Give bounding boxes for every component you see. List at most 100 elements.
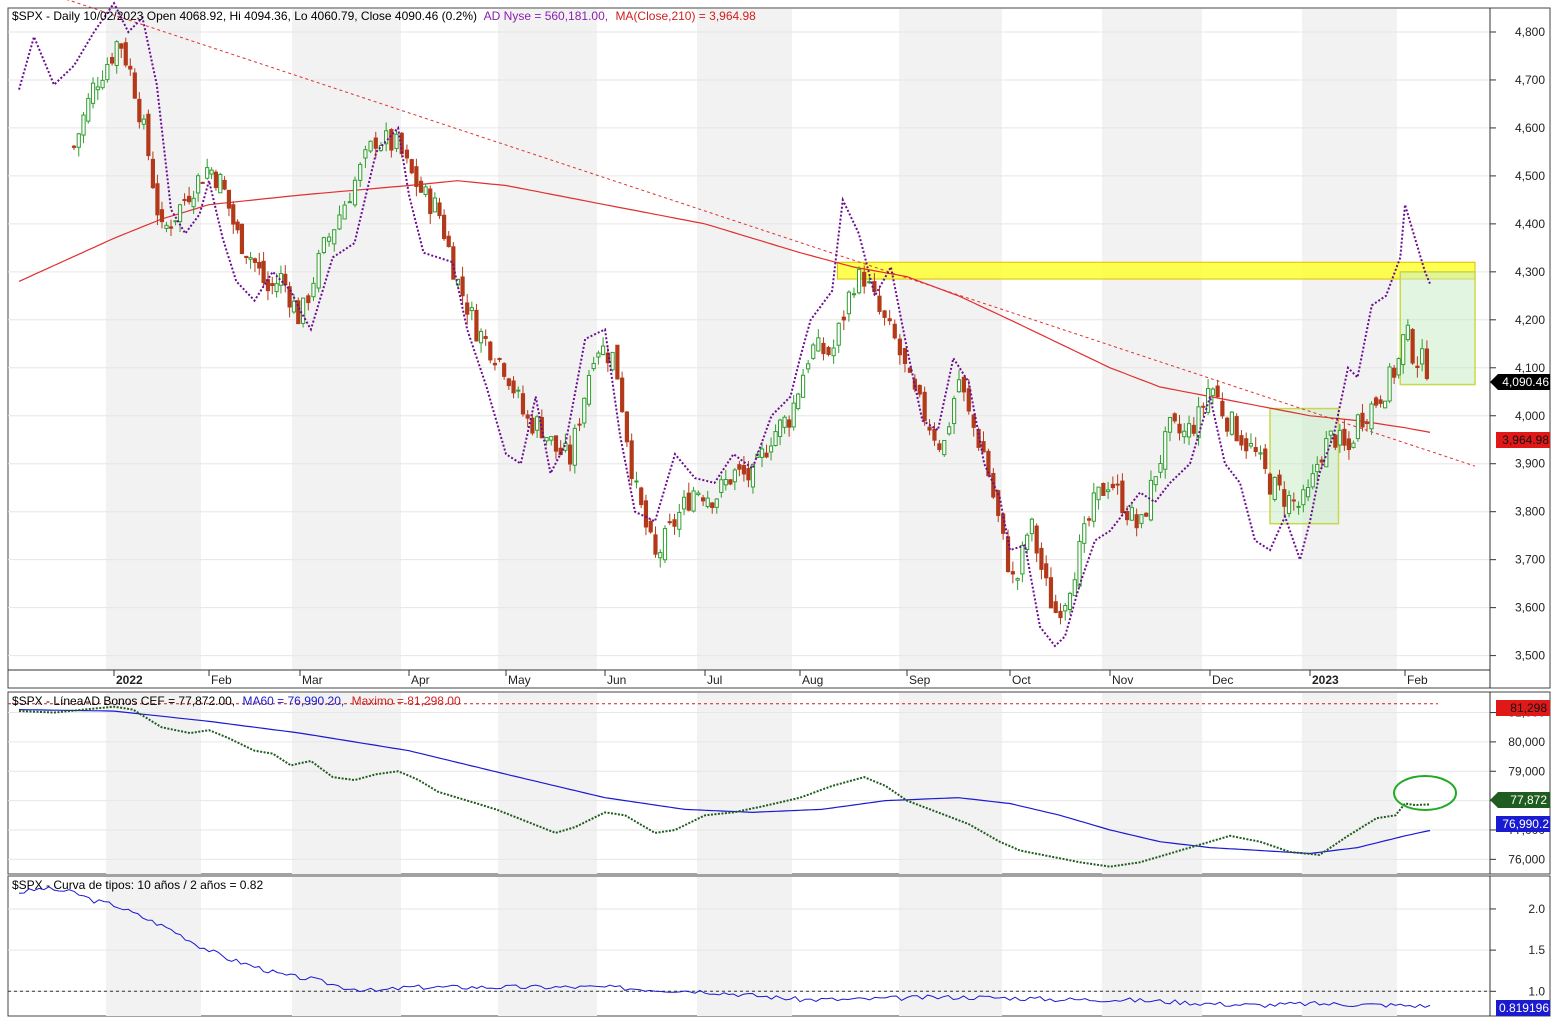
p2-lines-group	[8, 703, 1438, 868]
candle-body	[321, 237, 326, 254]
candle-body	[311, 282, 316, 298]
price-axis-ticks: 3,500 3,600 3,700 3,800 3,900 4,000 4,100 4,200…	[1490, 25, 1545, 663]
candle-body	[1158, 463, 1163, 473]
candle-body	[719, 479, 724, 493]
candle-body	[1346, 438, 1352, 451]
candle-body	[352, 179, 358, 206]
candle-body	[159, 209, 165, 223]
candle-body	[460, 276, 465, 297]
candle-body	[821, 342, 826, 355]
candle-body	[937, 443, 942, 450]
month-band	[106, 693, 201, 874]
candle-body	[414, 166, 419, 188]
candle-body	[1182, 430, 1187, 438]
candle-body	[759, 448, 765, 458]
p2-value-badge: 77,872	[1490, 792, 1550, 808]
candle-body	[132, 72, 137, 99]
candle-body	[186, 195, 192, 203]
candle-body	[787, 419, 792, 428]
candle-body	[549, 436, 554, 441]
candle-body	[109, 57, 115, 64]
candle-body	[1263, 448, 1268, 470]
candle-body	[1105, 489, 1111, 493]
candle-body	[1125, 510, 1130, 521]
p2-title-text: $SPX - LíneaAD Bonos CEF = 77,872.00,	[12, 694, 235, 708]
month-band	[498, 877, 597, 1016]
candle-body	[942, 439, 947, 456]
candle-body	[586, 374, 592, 405]
candle-body	[442, 214, 447, 240]
candle-body	[1048, 577, 1054, 609]
candle-body	[1229, 411, 1235, 435]
candle-body	[1067, 592, 1073, 611]
candle-body	[741, 465, 747, 475]
p2-month-bands	[106, 693, 1397, 874]
candle-body	[399, 132, 404, 155]
p2-max-badge: 81,298	[1496, 700, 1550, 716]
candle-body	[209, 169, 214, 175]
candle-body	[164, 224, 169, 229]
candle-body	[119, 43, 124, 49]
month-band	[1302, 693, 1397, 874]
p2-value-badge-label: 77,872	[1510, 793, 1547, 807]
y-tick-label: 4,700	[1515, 73, 1545, 87]
candle-body	[1253, 447, 1258, 453]
x-tick-label: Apr	[411, 673, 430, 687]
candle-body	[1139, 514, 1144, 524]
candle-body	[1015, 578, 1020, 581]
y-tick-label: 1.0	[1528, 984, 1545, 998]
candle-body	[182, 198, 187, 202]
candle-body	[1277, 474, 1282, 486]
price-badge: 4,090.46	[1490, 374, 1550, 390]
x-tick-label: Feb	[1407, 673, 1428, 687]
candle-body	[222, 179, 227, 190]
candle-body	[857, 268, 862, 294]
candle-body	[922, 391, 927, 422]
candle-body	[291, 300, 297, 313]
candle-body	[667, 521, 672, 524]
candle-body	[1420, 348, 1425, 365]
candle-body	[897, 338, 902, 356]
month-band	[292, 877, 401, 1016]
candle-body	[296, 300, 301, 325]
candle-body	[1405, 324, 1410, 341]
candle-body	[991, 472, 996, 498]
candle-body	[469, 307, 474, 312]
candle-body	[196, 175, 201, 194]
candle-body	[1115, 483, 1120, 486]
candle-body	[235, 221, 240, 231]
candle-body	[981, 441, 986, 453]
candle-body	[710, 502, 715, 508]
candle-body	[1410, 329, 1415, 364]
candle-body	[1415, 365, 1420, 368]
candle-body	[191, 197, 196, 208]
y-tick-label: 4,000	[1515, 409, 1545, 423]
ad-nyse-line-group	[18, 1, 1431, 648]
p2-gridlines	[8, 712, 1490, 860]
y-tick-label: 79,000	[1508, 764, 1545, 778]
candle-body	[800, 374, 806, 398]
p2-title-ma: MA60 = 76,990.20,	[242, 694, 344, 708]
p3-month-bands	[106, 877, 1397, 1016]
p2-ad-bonds-line	[18, 705, 1431, 868]
p3-title: $SPX - Curva de tipos: 10 años / 2 años …	[12, 878, 263, 892]
candle-body	[535, 416, 540, 431]
candle-body	[1387, 366, 1392, 402]
candle-body	[1072, 579, 1077, 597]
candle-body	[806, 363, 811, 370]
candle-body	[1086, 518, 1092, 521]
candle-body	[1378, 399, 1383, 404]
month-band	[697, 877, 792, 1016]
y-tick-label: 3,800	[1515, 505, 1545, 519]
candle-body	[1286, 495, 1292, 514]
candle-body	[1129, 507, 1135, 521]
candle-body	[270, 283, 275, 286]
candle-body	[1239, 435, 1244, 446]
candle-body	[502, 363, 507, 377]
candle-body	[488, 341, 493, 361]
y-tick-label: 3,700	[1515, 553, 1545, 567]
candle-body	[76, 133, 81, 148]
month-band	[1102, 877, 1202, 1016]
candle-body	[782, 416, 787, 428]
candle-body	[1053, 601, 1058, 613]
